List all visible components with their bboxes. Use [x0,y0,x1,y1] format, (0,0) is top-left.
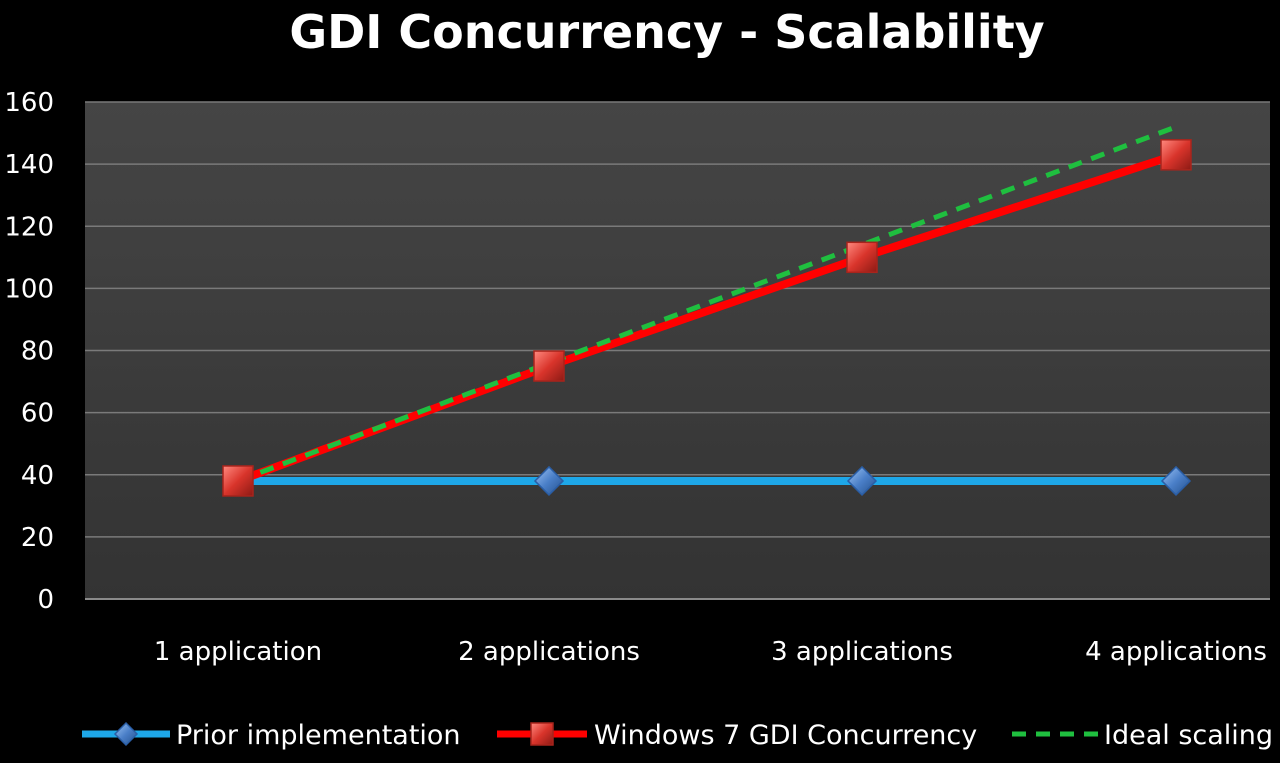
y-axis-ticks: 0 20 40 60 80 100 120 140 160 [4,88,54,615]
x-tick-label: 3 applications [771,637,953,667]
y-tick-label: 160 [4,88,54,118]
y-tick-label: 60 [21,399,54,429]
chart-title: GDI Concurrency - Scalability [289,5,1044,59]
y-tick-label: 120 [4,212,54,242]
series-markers [222,139,1192,497]
legend: Prior implementation Windows 7 GDI Concur… [82,720,1273,751]
series-line-2 [234,150,1180,485]
legend-label: Windows 7 GDI Concurrency [594,720,977,751]
legend-marker [113,721,139,747]
series-2-point [846,241,878,274]
series-1-point [533,465,565,497]
y-tick-label: 40 [21,461,54,491]
legend-label: Prior implementation [176,720,461,751]
y-tick-label: 0 [37,585,54,615]
y-tick-label: 80 [21,337,54,367]
series-2-point [222,465,254,497]
legend-item-1: Prior implementation [82,720,461,751]
y-tick-label: 100 [4,274,54,304]
x-axis-ticks: 1 application 2 applications 3 application… [154,637,1267,667]
series-1-point [1160,465,1192,497]
series-1-point [846,465,878,497]
series-2-point [533,350,565,382]
legend-item-2: Windows 7 GDI Concurrency [497,720,977,751]
legend-label: Ideal scaling [1104,720,1273,751]
y-tick-label: 20 [21,523,54,553]
y-tick-label: 140 [4,150,54,180]
x-tick-label: 4 applications [1085,637,1267,667]
gridlines [85,101,1270,600]
series-2-point [1160,139,1192,171]
x-tick-label: 1 application [154,637,322,667]
legend-marker [530,722,554,746]
x-tick-label: 2 applications [458,637,640,667]
series-lines [234,124,1180,485]
legend-item-3: Ideal scaling [1012,720,1273,751]
